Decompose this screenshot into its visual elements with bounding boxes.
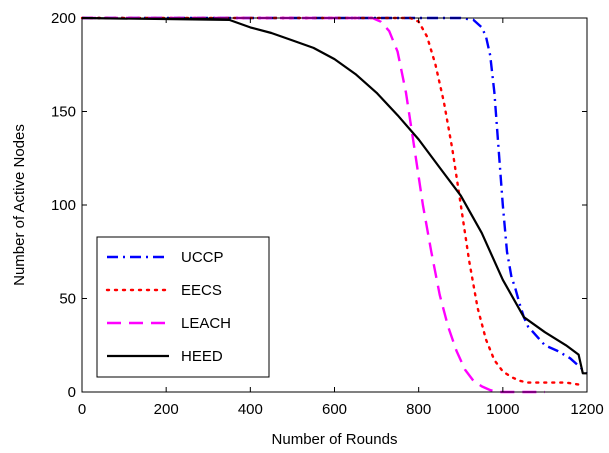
legend-label-uccp: UCCP [181,249,224,266]
legend-label-heed: HEED [181,348,223,365]
legend-label-eecs: EECS [181,282,222,299]
x-tick-label: 200 [154,401,179,418]
axes [81,17,588,393]
y-tick-label: 150 [51,104,76,121]
tick-labels: 0 200 400 600 800 1000 1200 0 50 100 150 200 [51,10,604,418]
y-tick-label: 100 [51,197,76,214]
x-axis-title: Number of Rounds [272,431,398,448]
y-tick-label: 0 [68,384,76,401]
x-tick-label: 400 [238,401,263,418]
legend-box [96,236,270,378]
series-line-uccp [82,16,588,375]
y-axis-title: Number of Active Nodes [11,124,28,286]
x-tick-label: 1200 [570,401,603,418]
series-line-eecs [80,16,580,386]
y-tick-label: 200 [51,10,76,27]
series-line-leach [82,16,545,394]
x-tick-label: 1000 [486,401,519,418]
plot-area [80,16,588,394]
x-tick-label: 800 [406,401,431,418]
legend-label-leach: LEACH [181,315,231,332]
legend: UCCP EECS LEACH HEED [96,236,270,378]
y-tick-label: 50 [59,291,76,308]
x-tick-label: 0 [78,401,86,418]
x-tick-label: 600 [322,401,347,418]
series-line-heed [81,16,587,375]
